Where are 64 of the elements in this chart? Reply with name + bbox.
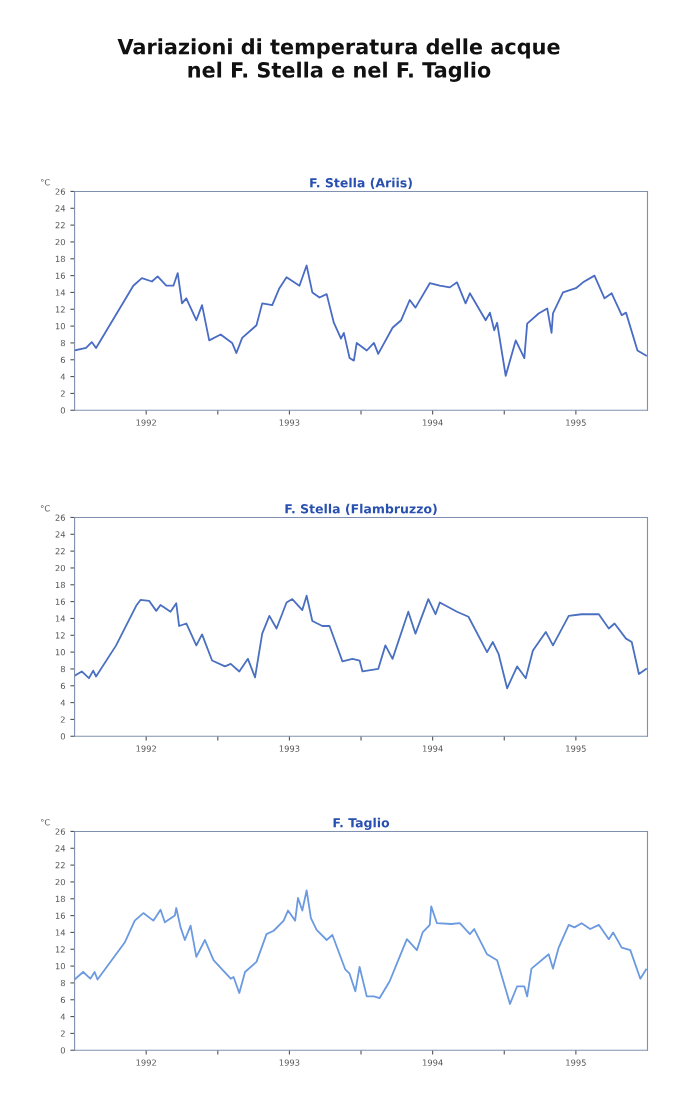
x-tick-label: 1992: [136, 1059, 156, 1066]
x-tick-label: 1995: [566, 745, 586, 752]
y-tick-label: 4: [60, 699, 66, 706]
y-tick-label: 0: [60, 1047, 65, 1054]
y-tick-label: 10: [55, 323, 65, 330]
y-tick-label: 18: [55, 581, 65, 589]
y-tick-label: 18: [55, 255, 65, 263]
x-tick-label: 1993: [279, 419, 300, 426]
chart-title: Variazioni di temperatura delle acque nel F. Stella e nel F. Taglio: [117, 38, 560, 82]
y-tick-label: 24: [55, 845, 66, 852]
y-tick-label: 12: [55, 946, 65, 953]
y-tick-label: 24: [55, 531, 66, 538]
line-series: [74, 264, 647, 377]
y-tick-label: 2: [60, 716, 65, 723]
x-tick-label: 1992: [136, 419, 156, 426]
x-tick-label: 1993: [279, 745, 300, 752]
chart-subtitle: F. Stella (Flambruzzo): [285, 503, 437, 515]
chart-subtitle: F. Stella (Ariis): [310, 177, 412, 189]
x-tick-label: 1993: [279, 1059, 300, 1066]
y-tick-label: 20: [55, 238, 65, 246]
y-tick-label: 14: [55, 929, 66, 936]
x-tick-label: 1994: [422, 745, 443, 752]
y-tick-label: 26: [55, 514, 66, 521]
y-tick-label: 16: [55, 912, 66, 919]
x-tick-label: 1995: [566, 419, 586, 426]
line-series: [74, 889, 647, 1005]
y-tick-label: 4: [60, 1013, 66, 1020]
y-axis-title: °C: [41, 819, 50, 826]
y-tick-label: 6: [60, 996, 66, 1004]
y-tick-label: 2: [60, 1030, 65, 1037]
y-tick-label: 14: [55, 615, 66, 622]
y-tick-label: 22: [55, 222, 65, 229]
y-tick-label: 12: [55, 632, 65, 639]
y-tick-label: 8: [60, 665, 65, 673]
x-tick-label: 1994: [422, 1059, 443, 1066]
y-tick-label: 8: [60, 979, 65, 987]
y-tick-label: 16: [55, 598, 66, 605]
y-tick-label: 0: [60, 407, 65, 414]
y-tick-label: 26: [55, 828, 66, 835]
x-tick-label: 1995: [566, 1059, 586, 1066]
y-tick-label: 26: [55, 188, 66, 195]
chart-subtitle: F. Taglio: [333, 817, 390, 830]
x-tick-label: 1992: [136, 745, 156, 752]
y-axis-title: °C: [41, 505, 50, 512]
x-tick-label: 1994: [422, 419, 443, 426]
y-tick-label: 6: [60, 356, 66, 364]
y-tick-label: 6: [60, 682, 66, 690]
y-tick-label: 2: [60, 390, 65, 397]
y-tick-label: 18: [55, 895, 65, 903]
y-tick-label: 22: [55, 548, 65, 555]
y-tick-label: 14: [55, 289, 66, 296]
y-tick-label: 4: [60, 373, 66, 380]
y-tick-label: 16: [55, 272, 66, 279]
line-series: [74, 594, 647, 690]
y-tick-label: 20: [55, 564, 65, 572]
y-tick-label: 12: [55, 306, 65, 313]
y-tick-label: 0: [60, 733, 65, 740]
y-tick-label: 20: [55, 878, 65, 886]
y-tick-label: 8: [60, 339, 65, 347]
y-tick-label: 24: [55, 205, 66, 212]
y-axis-title: °C: [41, 179, 50, 186]
y-tick-label: 10: [55, 963, 65, 970]
y-tick-label: 22: [55, 862, 65, 869]
y-tick-label: 10: [55, 649, 65, 656]
